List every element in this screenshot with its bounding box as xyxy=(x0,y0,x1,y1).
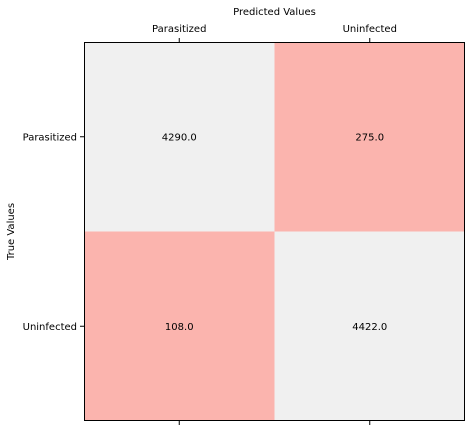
x-tick-label: Parasitized xyxy=(152,24,206,35)
cell-value-label: 275.0 xyxy=(355,132,384,143)
cell-value-label: 108.0 xyxy=(165,322,194,333)
heatmap-cells xyxy=(84,42,465,421)
y-tick-label: Parasitized xyxy=(23,132,77,143)
y-tick-label: Uninfected xyxy=(23,322,77,333)
cell-value-label: 4290.0 xyxy=(162,132,197,143)
cell-value-label: 4422.0 xyxy=(352,322,387,333)
x-axis-label: Predicted Values xyxy=(233,7,316,18)
x-tick-label: Uninfected xyxy=(343,24,397,35)
y-axis-label: True Values xyxy=(6,203,17,261)
